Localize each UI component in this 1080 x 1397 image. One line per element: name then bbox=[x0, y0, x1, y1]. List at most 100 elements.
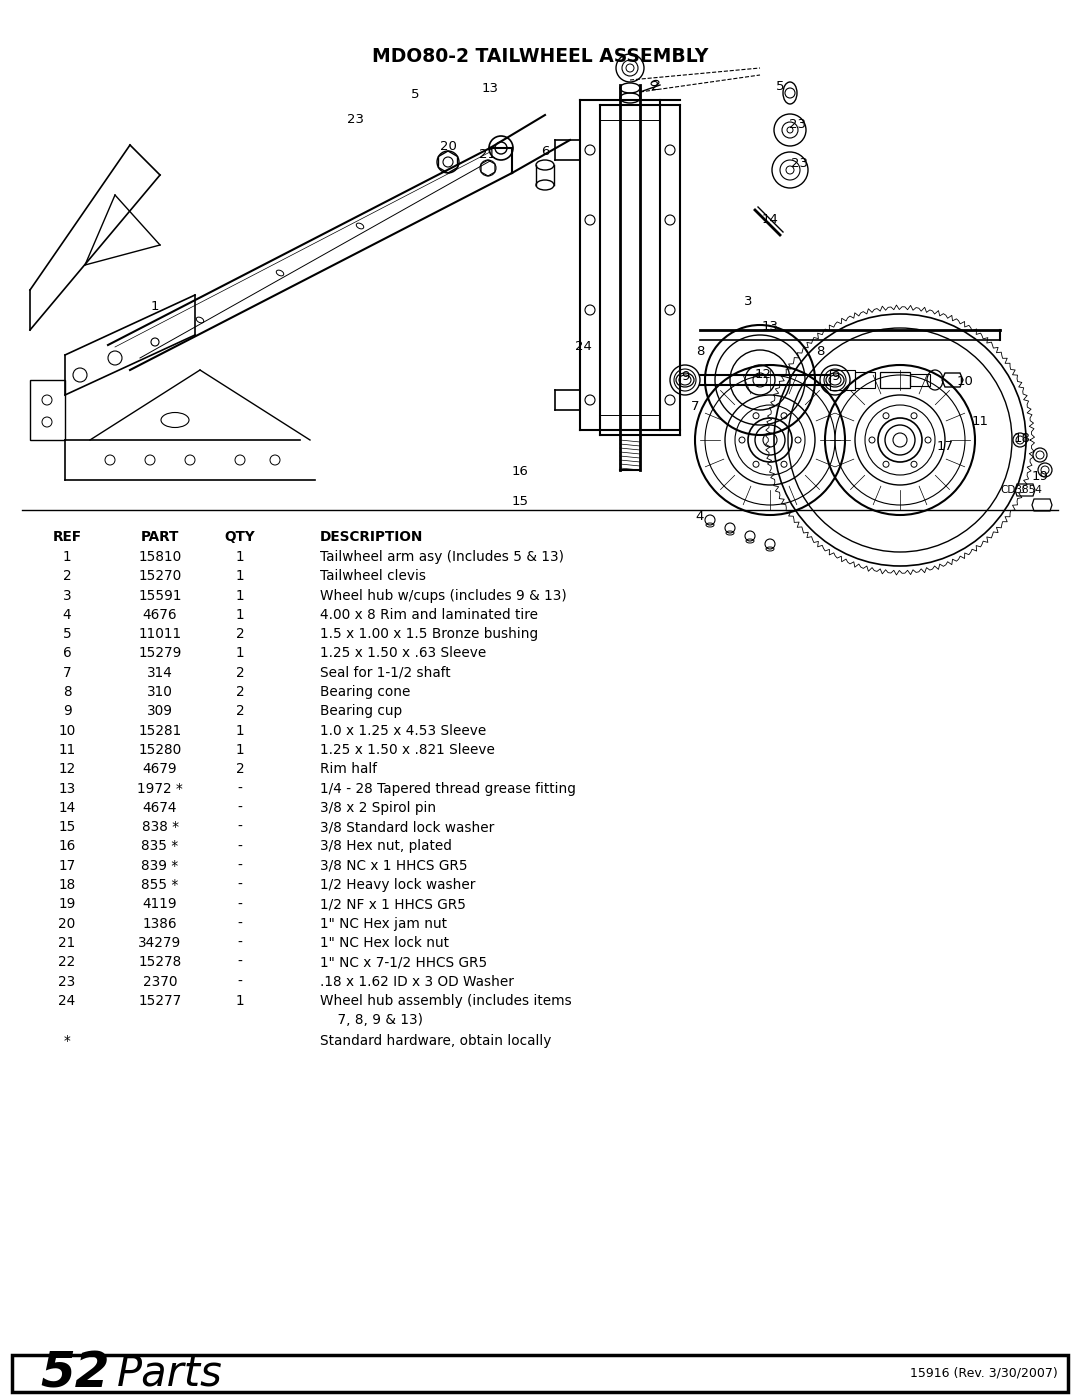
Text: 1: 1 bbox=[235, 608, 244, 622]
Text: -: - bbox=[238, 781, 242, 796]
Text: 14: 14 bbox=[761, 212, 779, 226]
Text: MDO80-2 TAILWHEEL ASSEMBLY: MDO80-2 TAILWHEEL ASSEMBLY bbox=[372, 47, 708, 66]
Text: -: - bbox=[238, 936, 242, 950]
Text: 9: 9 bbox=[680, 370, 689, 383]
Text: 3/8 Standard lock washer: 3/8 Standard lock washer bbox=[320, 820, 495, 834]
Text: 18: 18 bbox=[58, 879, 76, 893]
Text: -: - bbox=[238, 840, 242, 854]
Text: Bearing cup: Bearing cup bbox=[320, 704, 402, 718]
Text: 7: 7 bbox=[63, 666, 71, 680]
Text: 3/8 x 2 Spirol pin: 3/8 x 2 Spirol pin bbox=[320, 800, 436, 814]
Text: Bearing cone: Bearing cone bbox=[320, 685, 410, 698]
Text: 3: 3 bbox=[744, 295, 753, 307]
Text: 13: 13 bbox=[58, 781, 76, 796]
Text: 23: 23 bbox=[789, 117, 807, 131]
Text: 19: 19 bbox=[1031, 469, 1049, 483]
Text: 1: 1 bbox=[151, 300, 159, 313]
Text: 1" NC Hex lock nut: 1" NC Hex lock nut bbox=[320, 936, 449, 950]
Text: 52: 52 bbox=[40, 1350, 109, 1397]
Text: 10: 10 bbox=[58, 724, 76, 738]
Text: 4: 4 bbox=[696, 510, 704, 522]
Text: 309: 309 bbox=[147, 704, 173, 718]
Text: Wheel hub w/cups (includes 9 & 13): Wheel hub w/cups (includes 9 & 13) bbox=[320, 588, 567, 602]
Text: 5: 5 bbox=[410, 88, 419, 101]
Text: 1: 1 bbox=[235, 724, 244, 738]
Text: 6: 6 bbox=[63, 647, 71, 661]
Text: PART: PART bbox=[140, 529, 179, 543]
Text: 2370: 2370 bbox=[143, 975, 177, 989]
Text: 13: 13 bbox=[761, 320, 779, 332]
Text: 1386: 1386 bbox=[143, 916, 177, 930]
Text: -: - bbox=[238, 897, 242, 911]
Text: 1" NC Hex jam nut: 1" NC Hex jam nut bbox=[320, 916, 447, 930]
Text: 12: 12 bbox=[58, 763, 76, 777]
Text: 9: 9 bbox=[831, 370, 839, 383]
Text: 23: 23 bbox=[792, 156, 809, 170]
Text: 835 *: 835 * bbox=[141, 840, 178, 854]
Text: 1.0 x 1.25 x 4.53 Sleeve: 1.0 x 1.25 x 4.53 Sleeve bbox=[320, 724, 486, 738]
Text: 20: 20 bbox=[58, 916, 76, 930]
Text: 2: 2 bbox=[651, 80, 659, 94]
Text: 12: 12 bbox=[755, 367, 771, 381]
Text: 21: 21 bbox=[58, 936, 76, 950]
Text: 6: 6 bbox=[541, 145, 550, 158]
Text: -: - bbox=[238, 975, 242, 989]
Text: 2: 2 bbox=[235, 763, 244, 777]
Text: 310: 310 bbox=[147, 685, 173, 698]
Text: 1: 1 bbox=[63, 550, 71, 564]
Text: 15279: 15279 bbox=[138, 647, 181, 661]
Text: 4674: 4674 bbox=[143, 800, 177, 814]
Text: 8: 8 bbox=[63, 685, 71, 698]
Text: .18 x 1.62 ID x 3 OD Washer: .18 x 1.62 ID x 3 OD Washer bbox=[320, 975, 514, 989]
Text: Standard hardware, obtain locally: Standard hardware, obtain locally bbox=[320, 1035, 552, 1049]
Text: 15: 15 bbox=[512, 495, 528, 509]
Text: Tailwheel arm asy (Includes 5 & 13): Tailwheel arm asy (Includes 5 & 13) bbox=[320, 550, 564, 564]
Text: 1.5 x 1.00 x 1.5 Bronze bushing: 1.5 x 1.00 x 1.5 Bronze bushing bbox=[320, 627, 538, 641]
Text: 15277: 15277 bbox=[138, 993, 181, 1007]
Text: 21: 21 bbox=[480, 148, 497, 161]
Text: 34279: 34279 bbox=[138, 936, 181, 950]
Text: 14: 14 bbox=[58, 800, 76, 814]
Text: 19: 19 bbox=[58, 897, 76, 911]
Text: 2: 2 bbox=[235, 685, 244, 698]
Text: 18: 18 bbox=[1013, 432, 1030, 446]
Text: -: - bbox=[238, 879, 242, 893]
Text: 3/8 Hex nut, plated: 3/8 Hex nut, plated bbox=[320, 840, 451, 854]
Text: 16: 16 bbox=[512, 465, 528, 478]
Text: REF: REF bbox=[53, 529, 82, 543]
Text: 839 *: 839 * bbox=[141, 859, 178, 873]
Text: 2: 2 bbox=[63, 570, 71, 584]
Text: 7: 7 bbox=[691, 400, 699, 414]
Text: -: - bbox=[238, 859, 242, 873]
Text: 1: 1 bbox=[235, 550, 244, 564]
Text: Tailwheel clevis: Tailwheel clevis bbox=[320, 570, 426, 584]
Text: 17: 17 bbox=[936, 440, 954, 453]
Text: 24: 24 bbox=[58, 993, 76, 1007]
Text: Seal for 1-1/2 shaft: Seal for 1-1/2 shaft bbox=[320, 666, 450, 680]
Text: DESCRIPTION: DESCRIPTION bbox=[320, 529, 423, 543]
Text: 10: 10 bbox=[957, 374, 973, 388]
Text: Wheel hub assembly (includes items: Wheel hub assembly (includes items bbox=[320, 993, 571, 1007]
Text: 1.25 x 1.50 x .821 Sleeve: 1.25 x 1.50 x .821 Sleeve bbox=[320, 743, 495, 757]
Text: 1/2 NF x 1 HHCS GR5: 1/2 NF x 1 HHCS GR5 bbox=[320, 897, 465, 911]
Text: 23: 23 bbox=[348, 113, 365, 126]
Text: 15280: 15280 bbox=[138, 743, 181, 757]
Text: 1: 1 bbox=[235, 570, 244, 584]
Text: *: * bbox=[64, 1035, 70, 1049]
Text: 1" NC x 7-1/2 HHCS GR5: 1" NC x 7-1/2 HHCS GR5 bbox=[320, 956, 487, 970]
Text: 1: 1 bbox=[235, 993, 244, 1007]
Text: -: - bbox=[238, 916, 242, 930]
Text: 11011: 11011 bbox=[138, 627, 181, 641]
Text: 855 *: 855 * bbox=[141, 879, 178, 893]
Text: 17: 17 bbox=[58, 859, 76, 873]
Text: 15810: 15810 bbox=[138, 550, 181, 564]
Text: 1: 1 bbox=[235, 647, 244, 661]
Text: 1: 1 bbox=[235, 588, 244, 602]
Text: -: - bbox=[238, 820, 242, 834]
Text: 314: 314 bbox=[147, 666, 173, 680]
Text: -: - bbox=[238, 956, 242, 970]
Text: 2: 2 bbox=[235, 704, 244, 718]
Text: 1972 *: 1972 * bbox=[137, 781, 183, 796]
Text: 1/2 Heavy lock washer: 1/2 Heavy lock washer bbox=[320, 879, 475, 893]
Text: 15591: 15591 bbox=[138, 588, 181, 602]
